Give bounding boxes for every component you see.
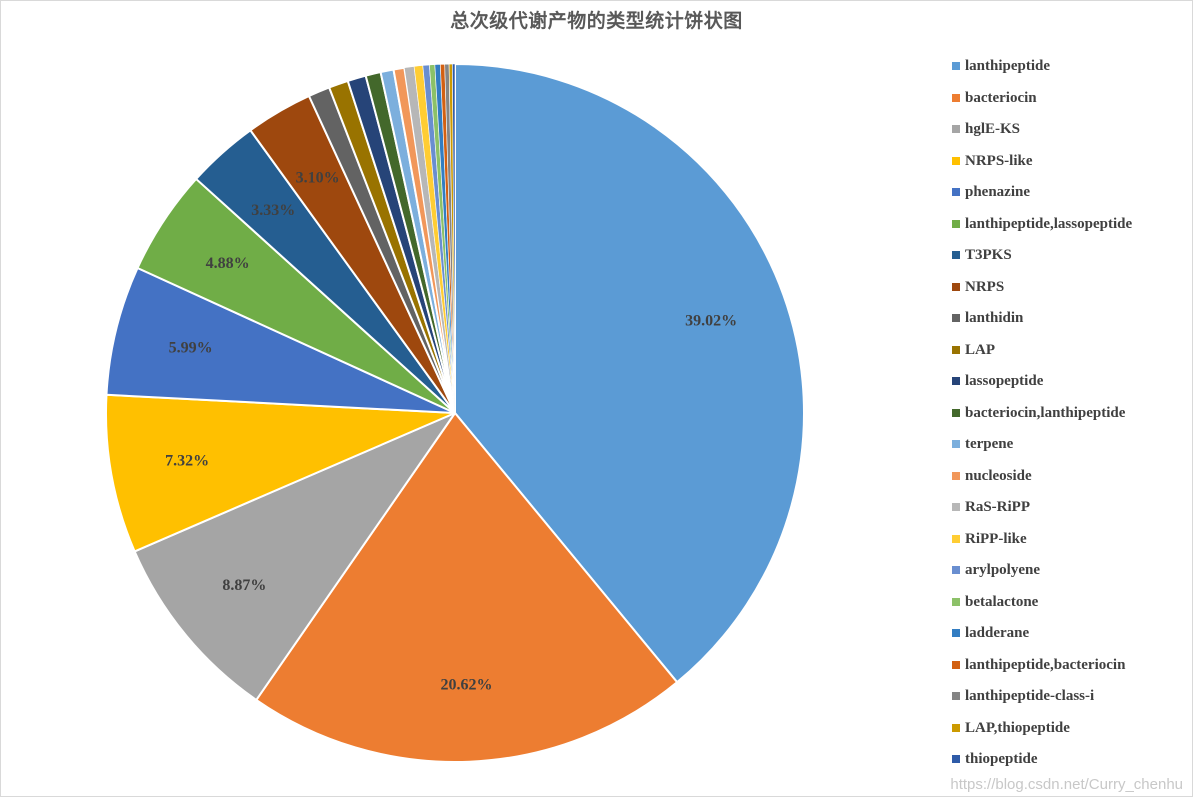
legend-label: LAP,thiopeptide bbox=[965, 719, 1070, 736]
legend-swatch bbox=[952, 660, 960, 669]
legend-swatch bbox=[952, 62, 960, 70]
legend-label: nucleoside bbox=[965, 467, 1032, 484]
legend-label: lanthipeptide bbox=[965, 58, 1051, 74]
legend-swatch bbox=[952, 156, 960, 165]
legend-swatch bbox=[952, 314, 960, 322]
legend-swatch bbox=[952, 723, 960, 732]
legend-swatch bbox=[952, 566, 960, 574]
data-label-t3pks: 3.33% bbox=[251, 202, 295, 219]
legend-swatch bbox=[952, 597, 960, 606]
legend-swatch bbox=[952, 188, 960, 196]
legend-swatch bbox=[952, 471, 960, 480]
legend-swatch bbox=[952, 93, 960, 102]
legend-label: lanthipeptide,bacteriocin bbox=[965, 656, 1126, 673]
legend-label: terpene bbox=[965, 436, 1014, 452]
pie-slice-hgle-ks bbox=[133, 412, 456, 701]
legend-label: betalactone bbox=[965, 593, 1039, 610]
legend-label: NRPS bbox=[965, 278, 1005, 295]
pie-slice-lanthipeptide bbox=[454, 63, 805, 684]
pie-data-labels: 39.02% 20.62% 8.87% 7.32% 5.99% 4.88% 3.33%3.1… bbox=[165, 169, 737, 693]
legend-label: lanthipeptide-class-i bbox=[965, 688, 1095, 704]
legend-label: hglE-KS bbox=[965, 121, 1021, 137]
legend-label: bacteriocin,lanthipeptide bbox=[965, 404, 1126, 421]
legend-label: lanthipeptide,lassopeptide bbox=[965, 215, 1133, 232]
legend-label: lanthidin bbox=[965, 310, 1024, 326]
pie-slice-bacteriocin bbox=[255, 412, 679, 763]
legend-label: thiopeptide bbox=[965, 751, 1038, 767]
chart-title: 总次级代谢产物的类型统计饼状图 bbox=[450, 10, 743, 32]
legend-label: arylpolyene bbox=[965, 562, 1040, 578]
legend-swatch bbox=[952, 282, 960, 291]
legend-swatch bbox=[952, 408, 960, 417]
data-label-nrps-like: 7.32% bbox=[165, 453, 209, 470]
pie-slice-phenazine bbox=[105, 266, 456, 414]
legend-label: NRPS-like bbox=[965, 152, 1033, 169]
data-label-phenazine: 5.99% bbox=[169, 340, 213, 357]
pie-slice-thiopeptide bbox=[452, 63, 456, 414]
legend-swatch bbox=[952, 125, 960, 133]
legend-swatch bbox=[952, 503, 960, 511]
legend-swatch bbox=[952, 345, 960, 354]
pie-slice-nrps-like bbox=[105, 393, 456, 553]
legend-swatch bbox=[952, 440, 960, 448]
legend-swatch bbox=[952, 251, 960, 259]
legend-swatch bbox=[952, 629, 960, 637]
legend-label: T3PKS bbox=[965, 247, 1012, 263]
data-label-lanthipeptide: 39.02% bbox=[685, 312, 737, 329]
legend-swatch bbox=[952, 377, 960, 385]
legend-label: ladderane bbox=[965, 625, 1030, 641]
legend-label: RiPP-like bbox=[965, 530, 1027, 547]
legend-swatch bbox=[952, 219, 960, 228]
data-label-nrps: 3.10% bbox=[296, 169, 340, 186]
data-label-hgle-ks: 8.87% bbox=[222, 577, 266, 594]
watermark: https://blog.csdn.net/Curry_chenhu bbox=[950, 776, 1183, 793]
pie-slices bbox=[105, 63, 805, 763]
legend-label: lassopeptide bbox=[965, 373, 1044, 389]
legend-label: phenazine bbox=[965, 184, 1031, 200]
legend-swatch bbox=[952, 755, 960, 763]
legend-swatch bbox=[952, 534, 960, 543]
legend-label: LAP bbox=[965, 341, 995, 358]
legend-label: bacteriocin bbox=[965, 89, 1037, 106]
legend-swatch bbox=[952, 692, 960, 700]
data-label-bacteriocin: 20.62% bbox=[440, 676, 492, 693]
data-label-lanthipeptide-lassopeptide: 4.88% bbox=[206, 255, 250, 272]
legend-label: RaS-RiPP bbox=[965, 499, 1030, 515]
